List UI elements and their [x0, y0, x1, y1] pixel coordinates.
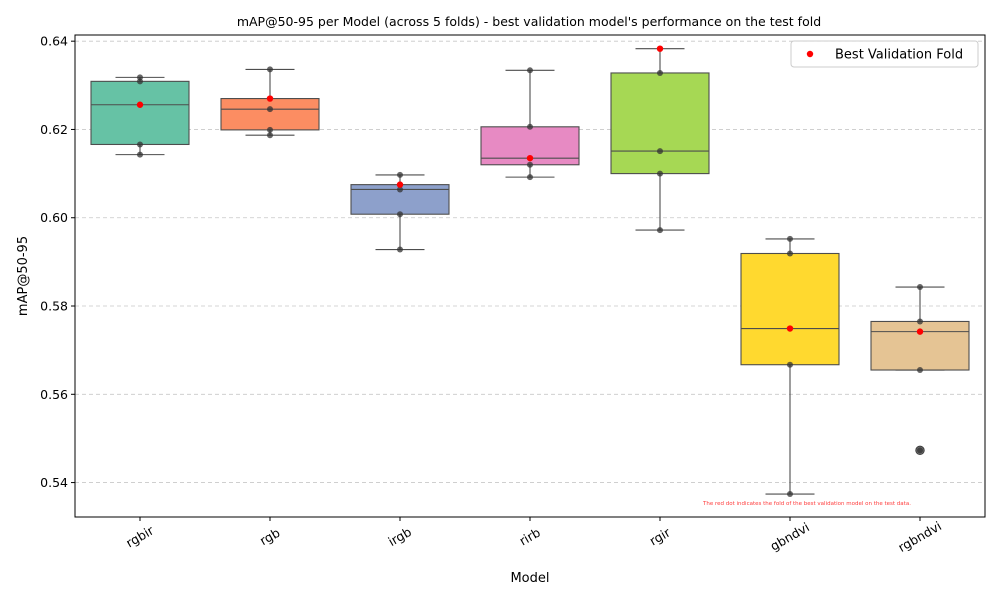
fold-point	[657, 148, 663, 155]
fold-point	[397, 246, 403, 253]
plot-area	[90, 45, 970, 498]
y-tick-label: 0.60	[40, 210, 68, 225]
box-group-rgbir	[90, 74, 190, 158]
box-group-irgb	[350, 171, 450, 253]
fold-point	[917, 447, 923, 454]
fold-point	[527, 161, 533, 168]
best-validation-point	[656, 45, 664, 52]
y-tick-label: 0.64	[40, 34, 68, 49]
fold-point	[137, 141, 143, 148]
fold-point	[787, 491, 793, 498]
y-axis-label: mAP@50-95	[16, 236, 31, 316]
fold-point	[397, 211, 403, 218]
red-dot-annotation: The red dot indicates the fold of the be…	[702, 501, 911, 507]
fold-point	[527, 67, 533, 74]
fold-point	[267, 106, 273, 113]
fold-point	[527, 174, 533, 181]
best-validation-point	[266, 95, 274, 102]
box-group-rgbndvi	[870, 284, 970, 456]
legend-entry-best-validation: Best Validation Fold	[835, 48, 963, 63]
fold-point	[267, 132, 273, 139]
legend-box	[790, 40, 979, 68]
plot-frame	[74, 34, 986, 518]
box-iqr	[740, 252, 840, 366]
fold-point	[787, 235, 793, 242]
best-validation-point	[526, 154, 534, 162]
y-tick-label: 0.62	[40, 122, 68, 137]
fold-point	[917, 318, 923, 325]
fold-point	[787, 361, 793, 368]
fold-point	[397, 186, 403, 193]
y-tick-label: 0.58	[40, 299, 68, 314]
fold-point	[397, 171, 403, 178]
box-iqr	[90, 80, 190, 146]
fold-point	[527, 123, 533, 130]
best-validation-point	[136, 101, 144, 108]
x-axis-label: Model	[510, 571, 549, 586]
best-validation-point	[916, 328, 924, 335]
fold-point	[137, 74, 143, 81]
fold-point	[267, 66, 273, 73]
fold-point	[917, 367, 923, 374]
box-group-rgir	[610, 45, 710, 234]
best-validation-point	[396, 181, 404, 188]
y-tick-label: 0.54	[40, 475, 68, 490]
box-iqr	[220, 98, 320, 131]
box-group-rirb	[480, 67, 580, 181]
fold-point	[917, 284, 923, 291]
chart-title: mAP@50-95 per Model (across 5 folds) - b…	[237, 14, 821, 29]
legend-red-dot-marker	[806, 50, 814, 58]
fold-point	[787, 250, 793, 257]
y-tick-label: 0.56	[40, 387, 68, 402]
fold-point	[137, 151, 143, 158]
fold-point	[657, 227, 663, 234]
box-group-rgb	[220, 66, 320, 139]
y-axis: 0.54 0.56 0.58 0.60 0.62 0.64	[40, 34, 75, 490]
legend: Best Validation Fold	[790, 40, 979, 68]
fold-point	[657, 69, 663, 76]
fold-point	[657, 170, 663, 177]
fold-point	[267, 126, 273, 133]
best-validation-point	[786, 325, 794, 332]
box-iqr	[610, 72, 710, 175]
box-group-gbndvi	[740, 235, 840, 498]
